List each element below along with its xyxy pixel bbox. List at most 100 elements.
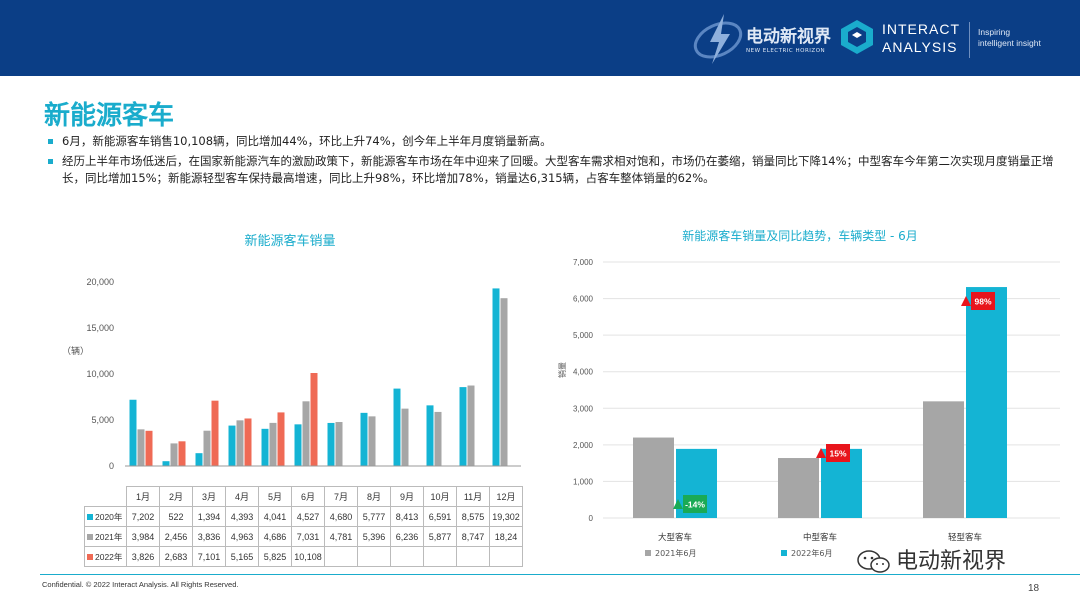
y-tick-label: 7,000 [573, 258, 594, 267]
bar-2022年-3月 [211, 400, 219, 466]
tagline-line1: Inspiring [978, 27, 1011, 37]
table-cell: 19,302 [489, 506, 523, 527]
table-month-header: 3月 [192, 486, 226, 507]
cube-logo-icon [841, 20, 873, 54]
bar-2021年-7月 [335, 422, 343, 466]
bar-2021年6月-中型客车 [778, 458, 819, 518]
table-cell [456, 546, 490, 567]
bar-2021年6月-轻型客车 [923, 401, 964, 518]
bar-2021年-2月 [170, 443, 178, 466]
trend-triangle-icon [816, 448, 826, 458]
footer-divider [40, 574, 1080, 575]
yoy-badge [683, 495, 707, 513]
bar-2020年-11月 [459, 387, 467, 466]
y-tick-label: 3,000 [573, 404, 594, 413]
table-header-row: 1月 2月 3月 4月 5月 6月 7月 8月 9月 10月 11月 12月 [85, 486, 523, 507]
bar-2022年-6月 [310, 373, 318, 466]
table-cell [324, 546, 358, 567]
bar-2021年-5月 [269, 422, 277, 466]
bar-2020年-12月 [492, 288, 500, 466]
table-cell: 2,456 [159, 526, 193, 547]
yoy-badge [971, 292, 995, 310]
bar-2020年-10月 [426, 405, 434, 466]
table-cell: 1,394 [192, 506, 226, 527]
table-cell: 18,24 [489, 526, 523, 547]
chart-title: 新能源客车销量 [244, 233, 335, 249]
footer-text: Confidential. © 2022 Interact Analysis. … [42, 580, 239, 589]
table-cell: 2,683 [159, 546, 193, 567]
table-cell: 5,825 [258, 546, 292, 567]
y-tick-label: 5,000 [573, 331, 594, 340]
table-series-label: 2020年 [84, 506, 127, 527]
table-cell: 522 [159, 506, 193, 527]
y-axis-label: 销量 [557, 362, 567, 378]
bar-2022年-2月 [178, 441, 186, 466]
yoy-badge [826, 444, 850, 462]
tagline-line2: intelligent insight [978, 38, 1041, 48]
legend-label: 2021年 [95, 531, 123, 542]
table-cell: 8,413 [390, 506, 424, 527]
monthly-sales-chart: 新能源客车销量 （辆） 0 5,000 10,000 15,000 20,000 [62, 233, 521, 471]
table-cell: 4,963 [225, 526, 259, 547]
watermark-text: 电动新视界 [896, 549, 1007, 574]
table-month-header: 12月 [489, 486, 523, 507]
bar-2022年-1月 [145, 430, 153, 466]
bar-2021年-3月 [203, 430, 211, 466]
table-cell: 3,826 [126, 546, 160, 567]
header-divider [969, 22, 970, 58]
bar-2021年-6月 [302, 401, 310, 466]
table-cell: 4,527 [291, 506, 325, 527]
header-bar: 电动新视界 NEW ELECTRIC HORIZON INTERACT ANAL… [0, 0, 1080, 76]
y-axis-label: （辆） [62, 345, 89, 357]
bar-2020年-7月 [327, 422, 335, 466]
table-month-header: 6月 [291, 486, 325, 507]
y-tick-label: 1,000 [573, 477, 594, 486]
table-month-header: 10月 [423, 486, 457, 507]
legend-label: 2022年6月 [791, 548, 832, 558]
bar-2021年6月-大型客车 [633, 437, 674, 518]
table-cell: 7,101 [192, 546, 226, 567]
y-tick-label: 5,000 [91, 415, 114, 425]
y-tick-label: 2,000 [573, 441, 594, 450]
bar-2022年6月-轻型客车 [966, 287, 1007, 518]
bar-2022年-5月 [277, 412, 285, 466]
legend-swatch [87, 554, 93, 561]
table-series-label: 2021年 [84, 526, 127, 547]
bar-2020年-8月 [360, 412, 368, 466]
table-cell: 5,777 [357, 506, 391, 527]
legend-label: 2022年 [95, 551, 123, 562]
brand-name-en: NEW ELECTRIC HORIZON [746, 48, 826, 54]
bar-2020年-9月 [393, 388, 401, 466]
bar-2020年-5月 [261, 428, 269, 466]
bar-2020年-6月 [294, 424, 302, 466]
legend-swatch [87, 534, 93, 541]
table-cell: 7,202 [126, 506, 160, 527]
bar-2020年-1月 [129, 399, 137, 466]
yoy-badge-label: -14% [685, 500, 705, 510]
lightning-logo-icon [693, 14, 743, 64]
bar-2021年-10月 [434, 411, 442, 466]
table-cell: 4,680 [324, 506, 358, 527]
table-month-header: 8月 [357, 486, 391, 507]
table-cell: 4,781 [324, 526, 358, 547]
x-tick-label: 中型客车 [803, 532, 837, 543]
legend-label: 2020年 [95, 511, 123, 522]
table-month-header: 4月 [225, 486, 259, 507]
bullet-item: 经历上半年市场低迷后，在国家新能源汽车的激励政策下，新能源客车市场在年中迎来了回… [46, 153, 1056, 187]
table-series-label: 2022年 [84, 546, 127, 567]
page-number: 18 [1028, 583, 1040, 594]
bar-2021年-4月 [236, 420, 244, 466]
data-table: 1月 2月 3月 4月 5月 6月 7月 8月 9月 10月 11月 12月 2020年 7,202 522… [84, 486, 523, 567]
table-cell: 5,165 [225, 546, 259, 567]
table-month-header: 2月 [159, 486, 193, 507]
tagline: Inspiring intelligent insight [978, 27, 1041, 49]
brand2-line2: ANALYSIS [882, 39, 958, 55]
page-title: 新能源客车 [44, 101, 175, 131]
bar-2021年-8月 [368, 416, 376, 466]
legend-swatch [645, 550, 651, 556]
brand-logo-electric-horizon: 电动新视界 NEW ELECTRIC HORIZON [690, 8, 840, 68]
y-tick-label: 10,000 [86, 369, 114, 379]
y-tick-label: 20,000 [86, 277, 114, 287]
table-month-header: 9月 [390, 486, 424, 507]
vehicle-type-chart: 新能源客车销量及同比趋势，车辆类型 - 6月 0 1,000 2,000 3,000 4,… [557, 228, 1060, 558]
